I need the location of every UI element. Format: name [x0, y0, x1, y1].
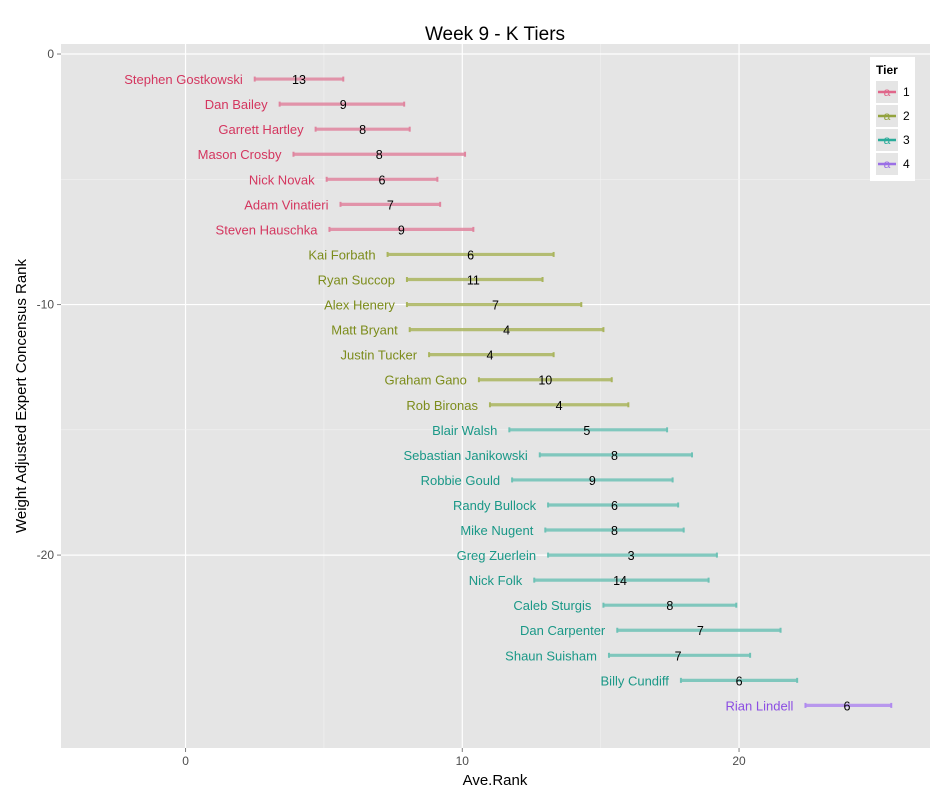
legend-entry-label: 2 [903, 109, 910, 123]
value-label: 14 [613, 574, 627, 588]
value-label: 13 [292, 73, 306, 87]
value-label: 4 [486, 349, 493, 363]
value-label: 6 [467, 248, 474, 262]
value-label: 8 [611, 449, 618, 463]
x-tick-label: 20 [732, 754, 746, 768]
value-label: 8 [611, 524, 618, 538]
legend-key-glyph: a [884, 133, 891, 147]
value-label: 8 [666, 599, 673, 613]
value-label: 4 [503, 324, 510, 338]
legend: Tier a 1a 2a 3a 4 [870, 57, 915, 181]
value-label: 7 [675, 649, 682, 663]
value-label: 8 [376, 148, 383, 162]
x-tick-label: 0 [182, 754, 189, 768]
error-bars [253, 76, 893, 708]
legend-title: Tier [876, 63, 898, 77]
legend-entry-label: 3 [903, 133, 910, 147]
player-name-label: Kai Forbath [308, 247, 375, 262]
value-label: 11 [467, 274, 480, 288]
value-label: 6 [611, 499, 618, 513]
value-label: 7 [492, 299, 499, 313]
value-label: 7 [697, 624, 704, 638]
player-name-label: Justin Tucker [340, 348, 417, 363]
value-label: 7 [387, 198, 394, 212]
player-name-label: Mason Crosby [198, 147, 282, 162]
value-label: 6 [843, 699, 850, 713]
value-label: 4 [556, 399, 563, 413]
legend-entries: a 1a 2a 3a 4 [876, 81, 910, 175]
player-name-label: Garrett Hartley [218, 122, 304, 137]
value-label: 6 [736, 674, 743, 688]
player-name-label: Robbie Gould [421, 473, 501, 488]
legend-key-glyph: a [884, 109, 891, 123]
value-label: 6 [379, 173, 386, 187]
x-tick-label: 10 [456, 754, 470, 768]
y-tick-label: -10 [37, 298, 55, 312]
grid-lines [61, 44, 930, 748]
y-axis-title: Weight Adjusted Expert Concensus Rank [13, 258, 30, 533]
value-label: 8 [359, 123, 366, 137]
player-name-label: Dan Carpenter [520, 623, 606, 638]
chart-title: Week 9 - K Tiers [425, 24, 565, 45]
player-name-label: Nick Folk [469, 573, 523, 588]
value-label: 10 [538, 374, 552, 388]
legend-entry-label: 1 [903, 85, 910, 99]
value-label: 3 [628, 549, 635, 563]
player-name-label: Sebastian Janikowski [403, 448, 527, 463]
y-tick-label: 0 [47, 47, 54, 61]
player-name-label: Shaun Suisham [505, 648, 597, 663]
value-label: 9 [340, 98, 347, 112]
player-name-label: Mike Nugent [460, 523, 533, 538]
legend-key-glyph: a [884, 85, 891, 99]
y-tick-label: -20 [37, 548, 55, 562]
player-name-label: Stephen Gostkowski [124, 72, 243, 87]
player-name-label: Adam Vinatieri [244, 197, 328, 212]
value-label: 5 [583, 424, 590, 438]
player-name-label: Steven Hauschka [216, 222, 319, 237]
player-name-label: Matt Bryant [331, 323, 398, 338]
player-name-label: Caleb Sturgis [513, 598, 592, 613]
player-name-label: Blair Walsh [432, 423, 497, 438]
player-name-label: Nick Novak [249, 172, 315, 187]
axis-ticks: 0 10 20 0 -10 -20 [37, 47, 746, 768]
value-label: 9 [398, 223, 405, 237]
player-labels: Stephen Gostkowski 13 Dan Bailey 9 Garrett H… [124, 72, 850, 713]
plot-panel [61, 44, 930, 748]
player-name-label: Rian Lindell [726, 698, 794, 713]
legend-key-glyph: a [884, 157, 891, 171]
player-name-label: Billy Cundiff [601, 673, 670, 688]
player-name-label: Rob Bironas [406, 398, 478, 413]
player-name-label: Dan Bailey [205, 97, 268, 112]
player-name-label: Graham Gano [385, 373, 467, 388]
player-name-label: Alex Henery [324, 298, 395, 313]
value-label: 9 [589, 474, 596, 488]
player-name-label: Randy Bullock [453, 498, 537, 513]
x-axis-title: Ave.Rank [463, 772, 528, 789]
player-name-label: Greg Zuerlein [457, 548, 536, 563]
legend-entry-label: 4 [903, 157, 910, 171]
player-name-label: Ryan Succop [318, 273, 395, 288]
